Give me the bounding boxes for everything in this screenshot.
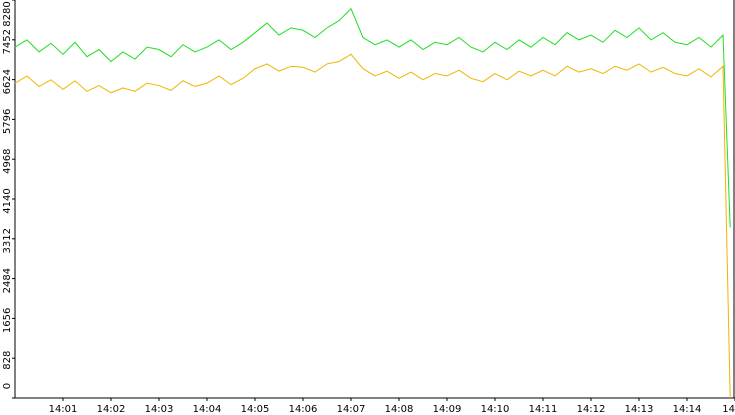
y-tick-label: 0 — [2, 383, 13, 389]
y-tick-label: 828 — [2, 351, 13, 370]
y-tick-label: 4140 — [2, 188, 13, 213]
y-tick-label: 5796 — [2, 109, 13, 134]
x-tick-label: 14 — [722, 404, 735, 415]
x-tick-label: 14:01 — [49, 404, 78, 415]
x-tick-label: 14:10 — [481, 404, 510, 415]
x-tick-label: 14:13 — [625, 404, 654, 415]
y-tick-label: 2484 — [2, 268, 13, 293]
x-tick-label: 14:06 — [289, 404, 318, 415]
x-tick-label: 14:07 — [337, 404, 366, 415]
y-tick-label: 3312 — [2, 228, 13, 253]
x-tick-label: 14:04 — [193, 404, 222, 415]
x-tick-label: 14:12 — [577, 404, 606, 415]
x-tick-label: 14:14 — [673, 404, 702, 415]
y-tick-label: 6624 — [2, 69, 13, 94]
x-tick-label: 14:03 — [145, 404, 174, 415]
x-tick-label: 14:02 — [97, 404, 126, 415]
x-tick-label: 14:11 — [529, 404, 558, 415]
y-tick-label: 7452 — [2, 29, 13, 54]
series-line — [14, 7, 731, 228]
x-tick-label: 14:08 — [385, 404, 414, 415]
x-tick-label: 14:05 — [241, 404, 270, 415]
y-tick-label: 4968 — [2, 148, 13, 173]
x-tick-label: 14:09 — [433, 404, 462, 415]
y-tick-label: 1656 — [2, 308, 13, 333]
series-line — [14, 53, 731, 399]
y-tick-label: 8280 — [2, 1, 13, 26]
